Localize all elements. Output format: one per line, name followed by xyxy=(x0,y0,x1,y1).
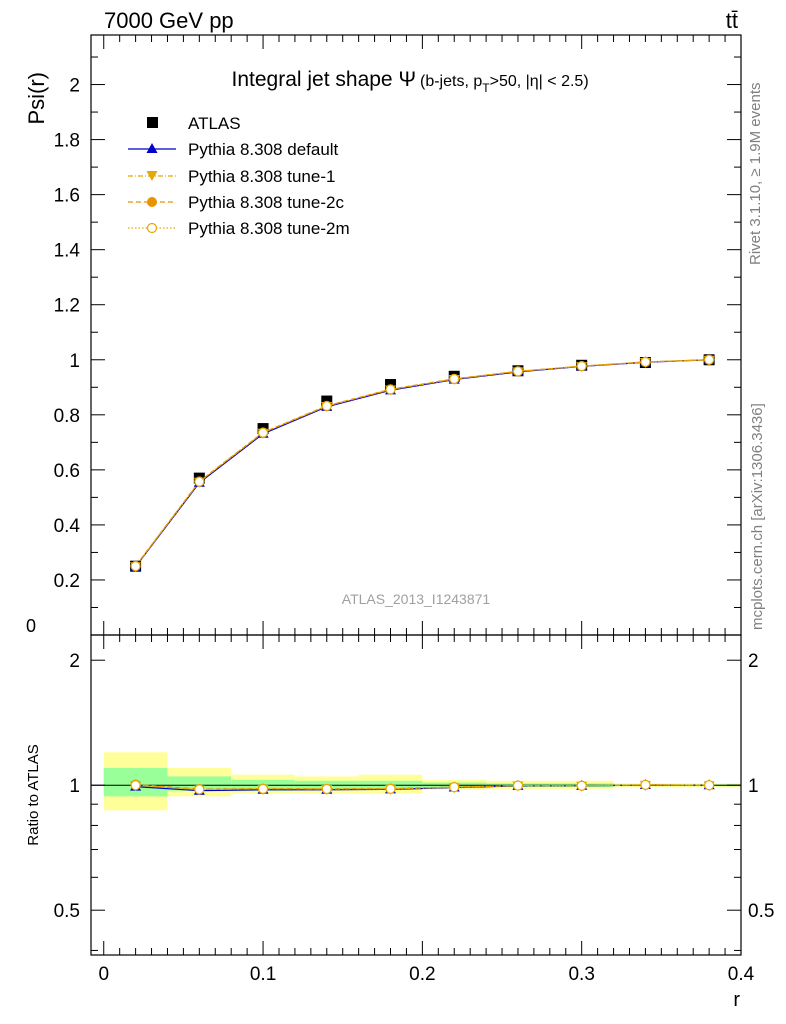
ratio-y-tick-label-right: 0.5 xyxy=(748,901,774,922)
y-tick-label: 0.6 xyxy=(54,461,80,482)
series-line-tune-2m xyxy=(135,359,710,567)
x-tick-labels: 0 0.1 0.2 0.3 0.4 xyxy=(98,964,754,985)
ratio-point-tune-2m xyxy=(257,783,269,794)
ratio-point-tune-2m xyxy=(130,780,141,791)
legend-entry-atlas: ATLAS xyxy=(147,114,241,133)
point-tune-2m xyxy=(512,366,524,377)
ratio-y-tick-label-left: 2 xyxy=(69,651,80,672)
energy-label: 7000 GeV pp xyxy=(104,8,234,33)
ratio-plot-panel: 0.5 0.51 12 2 0 0.1 0.2 0.3 0.4 Ratio to ATLAS … xyxy=(25,634,775,1011)
ratio-plot-frame xyxy=(90,634,742,956)
legend-label-tune-2m: Pythia 8.308 tune-2m xyxy=(188,219,350,238)
legend-marker-default xyxy=(146,143,158,153)
ratio-y-tick-label-right: 1 xyxy=(748,776,759,797)
point-tune-2m xyxy=(704,354,715,365)
ratio-point-tune-2m xyxy=(321,783,332,795)
point-tune-2m xyxy=(385,384,396,395)
legend-label-default: Pythia 8.308 default xyxy=(188,140,339,159)
x-axis-label: r xyxy=(733,989,740,1011)
plot-title: Integral jet shape Ψ xyxy=(232,68,417,91)
ratio-point-tune-2m xyxy=(704,780,715,791)
ratio-plot-ticks xyxy=(91,635,742,955)
plot-title-subtitle: (b-jets, pT>50, |η| < 2.5) xyxy=(420,73,589,95)
main-plot-ticks xyxy=(91,35,742,635)
x-tick-label: 0.1 xyxy=(250,964,276,985)
y-tick-label: 0.4 xyxy=(54,516,81,537)
mcplots-label: mcplots.cern.ch [arXiv:1306.3436] xyxy=(749,403,766,630)
ratio-y-tick-label-right: 2 xyxy=(748,651,759,672)
legend-marker-tune-2c xyxy=(147,197,157,207)
legend-label-tune-2c: Pythia 8.308 tune-2c xyxy=(188,193,344,212)
legend: ATLAS Pythia 8.308 default Pythia 8.308 … xyxy=(128,114,350,238)
ratio-y-axis-label: Ratio to ATLAS xyxy=(25,744,42,845)
ratio-line-tune-2m xyxy=(135,784,710,790)
main-plot-y-tick-labels: 0.2 0.4 0.6 0.8 1 1.2 1.4 1.6 1.8 2 xyxy=(54,76,81,592)
legend-entry-tune-2m: Pythia 8.308 tune-2m xyxy=(128,219,350,238)
x-tick-label: 0 xyxy=(98,964,109,985)
y-tick-label: 1.6 xyxy=(54,186,80,207)
point-tune-2m xyxy=(257,427,269,438)
legend-entry-tune-2c: Pythia 8.308 tune-2c xyxy=(128,193,344,212)
legend-entry-default: Pythia 8.308 default xyxy=(128,140,339,159)
process-label: tt̄ xyxy=(726,8,738,33)
point-tune-2m xyxy=(576,361,587,372)
analysis-watermark: ATLAS_2013_I1243871 xyxy=(342,591,491,607)
y-tick-label: 1.8 xyxy=(54,131,80,152)
ratio-point-tune-2m xyxy=(512,780,524,791)
x-tick-label: 0.2 xyxy=(409,964,435,985)
point-tune-2m xyxy=(321,400,332,412)
legend-entry-tune-1: Pythia 8.308 tune-1 xyxy=(128,167,335,186)
point-tune-2m xyxy=(449,373,460,385)
y-tick-label: 2 xyxy=(69,76,80,97)
ratio-point-tune-2m xyxy=(194,784,205,795)
series-line-default xyxy=(135,359,710,568)
ratio-point-tune-2m xyxy=(449,782,460,793)
band-inner xyxy=(167,776,232,791)
series-line-tune-2c xyxy=(135,359,710,567)
series-line-tune-1 xyxy=(135,359,710,567)
y-tick-label: 0.8 xyxy=(54,406,80,427)
y-tick-label: 1.4 xyxy=(54,241,81,262)
ratio-line-default xyxy=(135,784,710,792)
ratio-plot-series xyxy=(130,779,715,796)
ratio-y-tick-label-left: 1 xyxy=(69,776,80,797)
ratio-y-tick-label-left: 0.5 xyxy=(54,901,80,922)
ratio-plot-y-tick-labels: 0.5 0.5 1 1 2 2 xyxy=(54,651,775,922)
y-axis-label: Psi(r) xyxy=(24,72,49,125)
legend-label-atlas: ATLAS xyxy=(188,114,241,133)
main-plot-series xyxy=(130,353,715,573)
point-tune-2m xyxy=(640,356,651,368)
ratio-point-tune-2m xyxy=(576,780,587,791)
legend-marker-tune-1 xyxy=(146,171,158,181)
x-tick-label: 0.4 xyxy=(728,964,755,985)
y-tick-label: 1 xyxy=(69,351,80,372)
main-plot-panel: 0.2 0.4 0.6 0.8 1 1.2 1.4 1.6 1.8 2 Psi(r) 0 Inte… xyxy=(24,34,742,636)
y-tick-zero-partial: 0 xyxy=(26,616,36,636)
legend-marker-atlas xyxy=(147,117,158,128)
rivet-label: Rivet 3.1.10, ≥ 1.9M events xyxy=(747,83,764,266)
legend-label-tune-1: Pythia 8.308 tune-1 xyxy=(188,167,335,186)
y-tick-label: 1.2 xyxy=(54,296,80,317)
legend-marker-tune-2m xyxy=(146,222,158,234)
ratio-point-tune-2m xyxy=(385,783,396,794)
point-tune-2m xyxy=(194,476,205,487)
point-tune-2m xyxy=(130,561,141,572)
ratio-point-tune-2m xyxy=(640,779,651,790)
x-tick-label: 0.3 xyxy=(568,964,594,985)
y-tick-label: 0.2 xyxy=(54,571,80,592)
